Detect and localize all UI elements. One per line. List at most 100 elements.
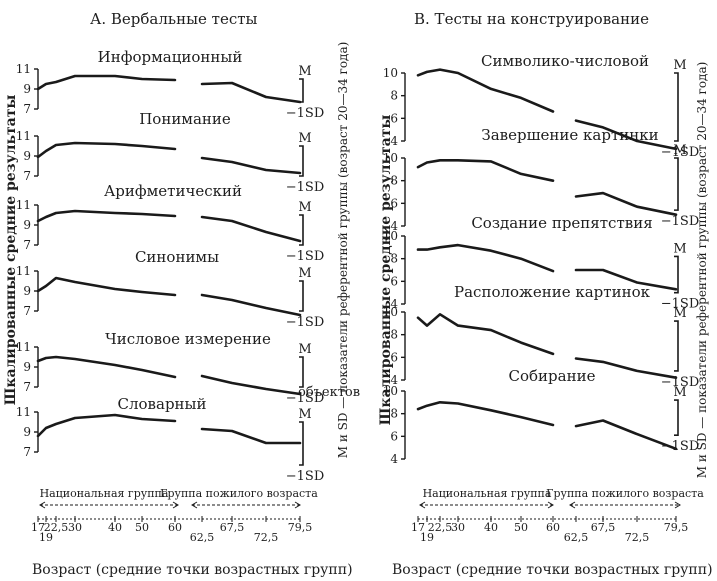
y-tick-label-1-1-3: 10 (383, 151, 398, 165)
group-arrow-head-r-elderly-1 (674, 501, 681, 509)
y-tick-label-0-2-1: 9 (23, 218, 31, 232)
x-tick-label-0-9: 72,5 (254, 531, 279, 544)
ref-sd-label-1-0: −1SD (661, 145, 700, 160)
x-tick-label-1-10: 79,5 (664, 521, 689, 534)
section-b-xlabel: Возраст (средние точки возрастных групп) (392, 562, 713, 578)
ref-bracket-1-3 (674, 320, 679, 372)
y-tick-label-1-2-3: 10 (383, 229, 398, 243)
panel-title-1-4: Собирание (509, 367, 596, 385)
panel-title-0-2: Арифметический (104, 182, 242, 200)
y-tick-label-0-1-2: 11 (16, 129, 31, 143)
x-tick-label-1-9: 72,5 (625, 531, 650, 544)
y-tick-label-0-3-0: 7 (23, 304, 31, 318)
y-tick-label-0-0-0: 7 (23, 102, 31, 116)
x-tick-label-0-5: 50 (135, 521, 149, 534)
ref-mean-label-1-0: M (673, 58, 686, 73)
y-tick-label-0-4-0: 7 (23, 380, 31, 394)
y-tick-label-0-3-1: 9 (23, 284, 31, 298)
y-tick-label-1-3-3: 10 (383, 305, 398, 319)
y-tick-label-0-2-2: 11 (16, 198, 31, 212)
x-tick-label-0-1: 19 (39, 531, 53, 544)
series-line-0-2-1 (200, 215, 302, 243)
x-tick-label-0-0: 17 (31, 521, 45, 534)
ref-bracket-0-2 (299, 214, 304, 246)
ref-sd-label-1-3: −1SD (661, 375, 700, 390)
ref-sd-label-1-2: −1SD (661, 297, 700, 312)
x-tick-label-1-1: 19 (420, 531, 434, 544)
series-line-0-5-1 (200, 427, 302, 445)
ref-bracket-1-1 (674, 157, 679, 211)
group-arrow-head-l-national-0 (39, 501, 46, 509)
section-b-ylabel: Шкалированные средние результаты (378, 115, 394, 426)
y-tick-label-1-1-1: 6 (390, 196, 398, 210)
x-tick-label-1-2: 22,5 (428, 521, 453, 534)
ref-mean-label-0-3: M (298, 266, 311, 281)
x-tick-label-1-6: 60 (546, 521, 560, 534)
group-arrow-head-r-elderly-0 (294, 501, 301, 509)
y-tick-label-1-4-3: 10 (383, 384, 398, 398)
ref-mean-label-0-4: M (298, 342, 311, 357)
series-line-0-2-0 (36, 209, 177, 223)
ref-bracket-1-2 (674, 255, 679, 294)
series-line-0-1-0 (36, 141, 177, 159)
y-tick-label-0-2-0: 7 (23, 238, 31, 252)
ref-bracket-0-4 (299, 356, 304, 388)
panel-title-0-0: Информационный (98, 48, 243, 66)
ref-mean-label-0-1: M (298, 131, 311, 146)
section-b-group-national: Национальная группа (423, 487, 552, 500)
y-tick-label-1-1-0: 4 (390, 219, 398, 233)
y-tick-label-1-3-0: 4 (390, 373, 398, 387)
ref-mean-label-0-2: M (298, 200, 311, 215)
y-tick-label-0-4-2: 11 (16, 340, 31, 354)
series-line-1-3-0 (416, 312, 555, 356)
ref-mean-label-1-2: M (673, 241, 686, 256)
group-arrow-head-r-national-1 (547, 501, 554, 509)
panel-title-1-1: Завершение картинки (481, 126, 658, 144)
series-line-0-0-1 (200, 81, 302, 104)
section-b-heading: В. Тесты на конструирование (414, 10, 649, 28)
y-tick-label-0-5-1: 9 (23, 425, 31, 439)
ref-mean-label-1-4: M (673, 385, 686, 400)
section-a-heading: А. Вербальные тесты (90, 10, 258, 28)
ref-sd-label-0-5: −1SD (286, 469, 325, 484)
y-tick-label-0-4-1: 9 (23, 360, 31, 374)
y-tick-label-1-1-2: 8 (390, 174, 398, 188)
ref-bracket-0-0 (299, 78, 304, 103)
series-line-1-4-1 (574, 419, 678, 451)
y-tick-label-1-2-1: 6 (390, 274, 398, 288)
x-tick-label-1-4: 40 (484, 521, 498, 534)
section-a-group-elderly: Группа пожилого возраста (160, 487, 318, 500)
ref-sd-label-0-0: −1SD (286, 106, 325, 121)
ref-mean-label-1-3: M (673, 306, 686, 321)
x-tick-label-0-7: 62,5 (190, 531, 215, 544)
section-b-group-elderly: Группа пожилого возраста (546, 487, 704, 500)
section-a-sd-label: М и SD — показатели референтной группы (… (336, 42, 350, 459)
series-line-0-1-1 (200, 156, 302, 175)
y-tick-label-1-2-2: 8 (390, 252, 398, 266)
ref-sd-label-0-2: −1SD (286, 249, 325, 264)
panel-title-0-3: Синонимы (135, 248, 219, 266)
series-line-0-5-0 (36, 413, 177, 438)
ref-sd-label-1-1: −1SD (661, 214, 700, 229)
panel-title-1-0: Символико-числовой (481, 52, 649, 70)
series-line-0-0-0 (36, 74, 177, 91)
ref-bracket-0-5 (299, 421, 304, 466)
panel-title-0-4: Числовое измерение (105, 330, 271, 348)
y-tick-label-0-5-0: 7 (23, 445, 31, 459)
ref-sd-label-1-4: −1SD (661, 439, 700, 454)
series-line-0-4-0 (36, 355, 177, 379)
y-tick-label-1-2-0: 4 (390, 297, 398, 311)
x-tick-label-0-8: 67,5 (220, 521, 245, 534)
y-tick-label-1-0-2: 8 (390, 89, 398, 103)
group-arrow-head-l-elderly-0 (191, 501, 198, 509)
y-tick-label-0-5-2: 11 (16, 405, 31, 419)
y-tick-label-1-0-0: 4 (390, 134, 398, 148)
section-a-group-national: Национальная группа (40, 487, 169, 500)
group-arrow-head-l-national-1 (419, 501, 426, 509)
y-tick-label-1-0-1: 6 (390, 111, 398, 125)
y-tick-label-1-4-2: 8 (390, 407, 398, 421)
section-b-sd-label: М и SD — показатели референтной группы (… (695, 62, 709, 479)
ref-mean-label-1-1: M (673, 143, 686, 158)
series-line-1-0-0 (416, 68, 555, 113)
